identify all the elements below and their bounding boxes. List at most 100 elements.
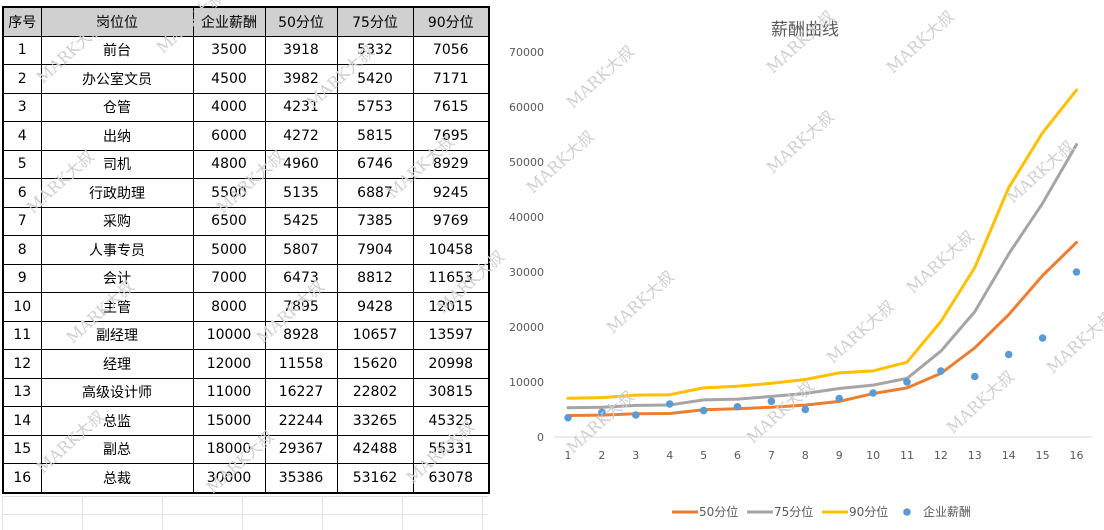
table-cell[interactable]: 13597	[412, 320, 490, 350]
table-cell[interactable]: 6	[2, 178, 42, 208]
table-cell[interactable]: 主管	[40, 292, 194, 322]
table-cell[interactable]: 10458	[412, 235, 490, 265]
table-cell[interactable]: 5753	[336, 92, 414, 122]
table-cell[interactable]: 15620	[336, 349, 414, 379]
table-cell[interactable]: 5332	[336, 35, 414, 65]
table-cell[interactable]: 18000	[192, 434, 266, 464]
table-cell[interactable]: 经理	[40, 349, 194, 379]
table-cell[interactable]: 4960	[264, 149, 338, 179]
table-cell[interactable]: 30815	[412, 377, 490, 407]
table-cell[interactable]: 5000	[192, 235, 266, 265]
table-cell[interactable]: 4800	[192, 149, 266, 179]
header-cell[interactable]: 序号	[2, 6, 42, 37]
table-cell[interactable]: 副经理	[40, 320, 194, 350]
table-cell[interactable]: 3500	[192, 35, 266, 65]
table-cell[interactable]: 8812	[336, 263, 414, 293]
table-cell[interactable]: 采购	[40, 206, 194, 236]
table-cell[interactable]: 63078	[412, 463, 490, 493]
table-cell[interactable]: 10657	[336, 320, 414, 350]
table-cell[interactable]: 7904	[336, 235, 414, 265]
table-cell[interactable]: 9428	[336, 292, 414, 322]
table-cell[interactable]: 10	[2, 292, 42, 322]
table-cell[interactable]: 12000	[192, 349, 266, 379]
chart-area[interactable]: 薪酬曲线 0 10000 20000 30000 40000 50000 60000 70000…	[502, 0, 1104, 530]
table-cell[interactable]: 7056	[412, 35, 490, 65]
table-cell[interactable]: 35386	[264, 463, 338, 493]
table-cell[interactable]: 45325	[412, 406, 490, 436]
table-cell[interactable]: 10000	[192, 320, 266, 350]
table-cell[interactable]: 4000	[192, 92, 266, 122]
table-cell[interactable]: 55331	[412, 434, 490, 464]
table-cell[interactable]: 6887	[336, 178, 414, 208]
table-cell[interactable]: 司机	[40, 149, 194, 179]
table-cell[interactable]: 人事专员	[40, 235, 194, 265]
table-cell[interactable]: 出纳	[40, 121, 194, 151]
table-cell[interactable]: 30000	[192, 463, 266, 493]
table-cell[interactable]: 16227	[264, 377, 338, 407]
table-cell[interactable]: 8	[2, 235, 42, 265]
header-cell[interactable]: 90分位	[412, 6, 490, 37]
header-cell[interactable]: 岗位位	[40, 6, 194, 37]
table-cell[interactable]: 8000	[192, 292, 266, 322]
table-cell[interactable]: 22802	[336, 377, 414, 407]
table-cell[interactable]: 5425	[264, 206, 338, 236]
table-cell[interactable]: 4	[2, 121, 42, 151]
table-cell[interactable]: 3918	[264, 35, 338, 65]
table-cell[interactable]: 53162	[336, 463, 414, 493]
table-cell[interactable]: 9769	[412, 206, 490, 236]
table-cell[interactable]: 22244	[264, 406, 338, 436]
table-cell[interactable]: 4272	[264, 121, 338, 151]
table-cell[interactable]: 前台	[40, 35, 194, 65]
table-cell[interactable]: 高级设计师	[40, 377, 194, 407]
table-cell[interactable]: 4231	[264, 92, 338, 122]
table-cell[interactable]: 办公室文员	[40, 64, 194, 94]
table-cell[interactable]: 6000	[192, 121, 266, 151]
table-cell[interactable]: 会计	[40, 263, 194, 293]
table-cell[interactable]: 2	[2, 64, 42, 94]
table-cell[interactable]: 7895	[264, 292, 338, 322]
header-cell[interactable]: 企业薪酬	[192, 6, 266, 37]
table-cell[interactable]: 5135	[264, 178, 338, 208]
table-cell[interactable]: 仓管	[40, 92, 194, 122]
table-cell[interactable]: 4500	[192, 64, 266, 94]
table-cell[interactable]: 7615	[412, 92, 490, 122]
header-cell[interactable]: 50分位	[264, 6, 338, 37]
table-cell[interactable]: 总裁	[40, 463, 194, 493]
table-cell[interactable]: 11	[2, 320, 42, 350]
table-cell[interactable]: 7	[2, 206, 42, 236]
table-cell[interactable]: 5500	[192, 178, 266, 208]
table-cell[interactable]: 33265	[336, 406, 414, 436]
table-cell[interactable]: 5	[2, 149, 42, 179]
table-cell[interactable]: 3	[2, 92, 42, 122]
header-cell[interactable]: 75分位	[336, 6, 414, 37]
table-cell[interactable]: 9245	[412, 178, 490, 208]
table-cell[interactable]: 42488	[336, 434, 414, 464]
table-cell[interactable]: 20998	[412, 349, 490, 379]
table-cell[interactable]: 8928	[264, 320, 338, 350]
table-cell[interactable]: 6746	[336, 149, 414, 179]
table-cell[interactable]: 行政助理	[40, 178, 194, 208]
table-cell[interactable]: 15000	[192, 406, 266, 436]
table-cell[interactable]: 7695	[412, 121, 490, 151]
table-cell[interactable]: 13	[2, 377, 42, 407]
table-cell[interactable]: 总监	[40, 406, 194, 436]
table-cell[interactable]: 11653	[412, 263, 490, 293]
table-cell[interactable]: 7000	[192, 263, 266, 293]
table-cell[interactable]: 8929	[412, 149, 490, 179]
table-cell[interactable]: 29367	[264, 434, 338, 464]
table-cell[interactable]: 11558	[264, 349, 338, 379]
table-cell[interactable]: 1	[2, 35, 42, 65]
table-cell[interactable]: 14	[2, 406, 42, 436]
table-cell[interactable]: 12	[2, 349, 42, 379]
table-cell[interactable]: 3982	[264, 64, 338, 94]
table-cell[interactable]: 5807	[264, 235, 338, 265]
table-cell[interactable]: 7385	[336, 206, 414, 236]
table-cell[interactable]: 5420	[336, 64, 414, 94]
table-cell[interactable]: 11000	[192, 377, 266, 407]
table-cell[interactable]: 6473	[264, 263, 338, 293]
table-cell[interactable]: 12015	[412, 292, 490, 322]
table-cell[interactable]: 15	[2, 434, 42, 464]
table-cell[interactable]: 副总	[40, 434, 194, 464]
table-cell[interactable]: 5815	[336, 121, 414, 151]
table-cell[interactable]: 7171	[412, 64, 490, 94]
